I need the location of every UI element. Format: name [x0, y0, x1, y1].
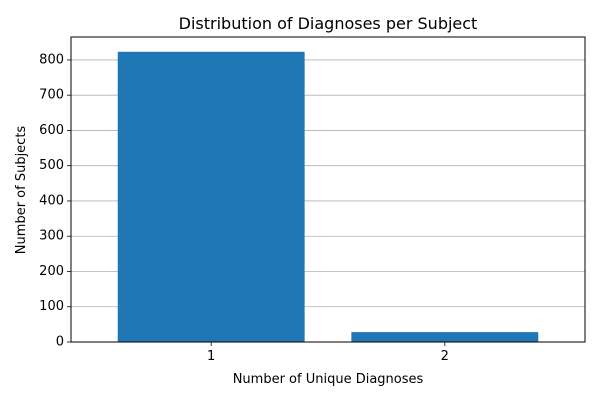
- y-tick-label: 700: [39, 88, 64, 103]
- y-tick-label: 600: [39, 123, 64, 138]
- y-tick-label: 800: [39, 52, 64, 67]
- x-tick-label: 2: [441, 349, 449, 364]
- y-tick-label: 100: [39, 299, 64, 314]
- bar: [351, 332, 539, 342]
- bars: [117, 51, 539, 342]
- y-tick-label: 0: [56, 335, 64, 350]
- y-axis-title: Number of Subjects: [14, 126, 29, 255]
- y-tick-label: 300: [39, 229, 64, 244]
- y-tick-label: 500: [39, 158, 64, 173]
- y-tick-label: 400: [39, 193, 64, 208]
- x-axis-title: Number of Unique Diagnoses: [233, 372, 424, 387]
- x-tick-label: 1: [207, 349, 215, 364]
- y-axis-ticks: 0 100 200 300 400 500 600 700 800: [39, 52, 71, 350]
- chart-title: Distribution of Diagnoses per Subject: [179, 14, 478, 33]
- bar: [117, 51, 305, 342]
- y-tick-label: 200: [39, 264, 64, 279]
- plot-frame: [70, 36, 586, 343]
